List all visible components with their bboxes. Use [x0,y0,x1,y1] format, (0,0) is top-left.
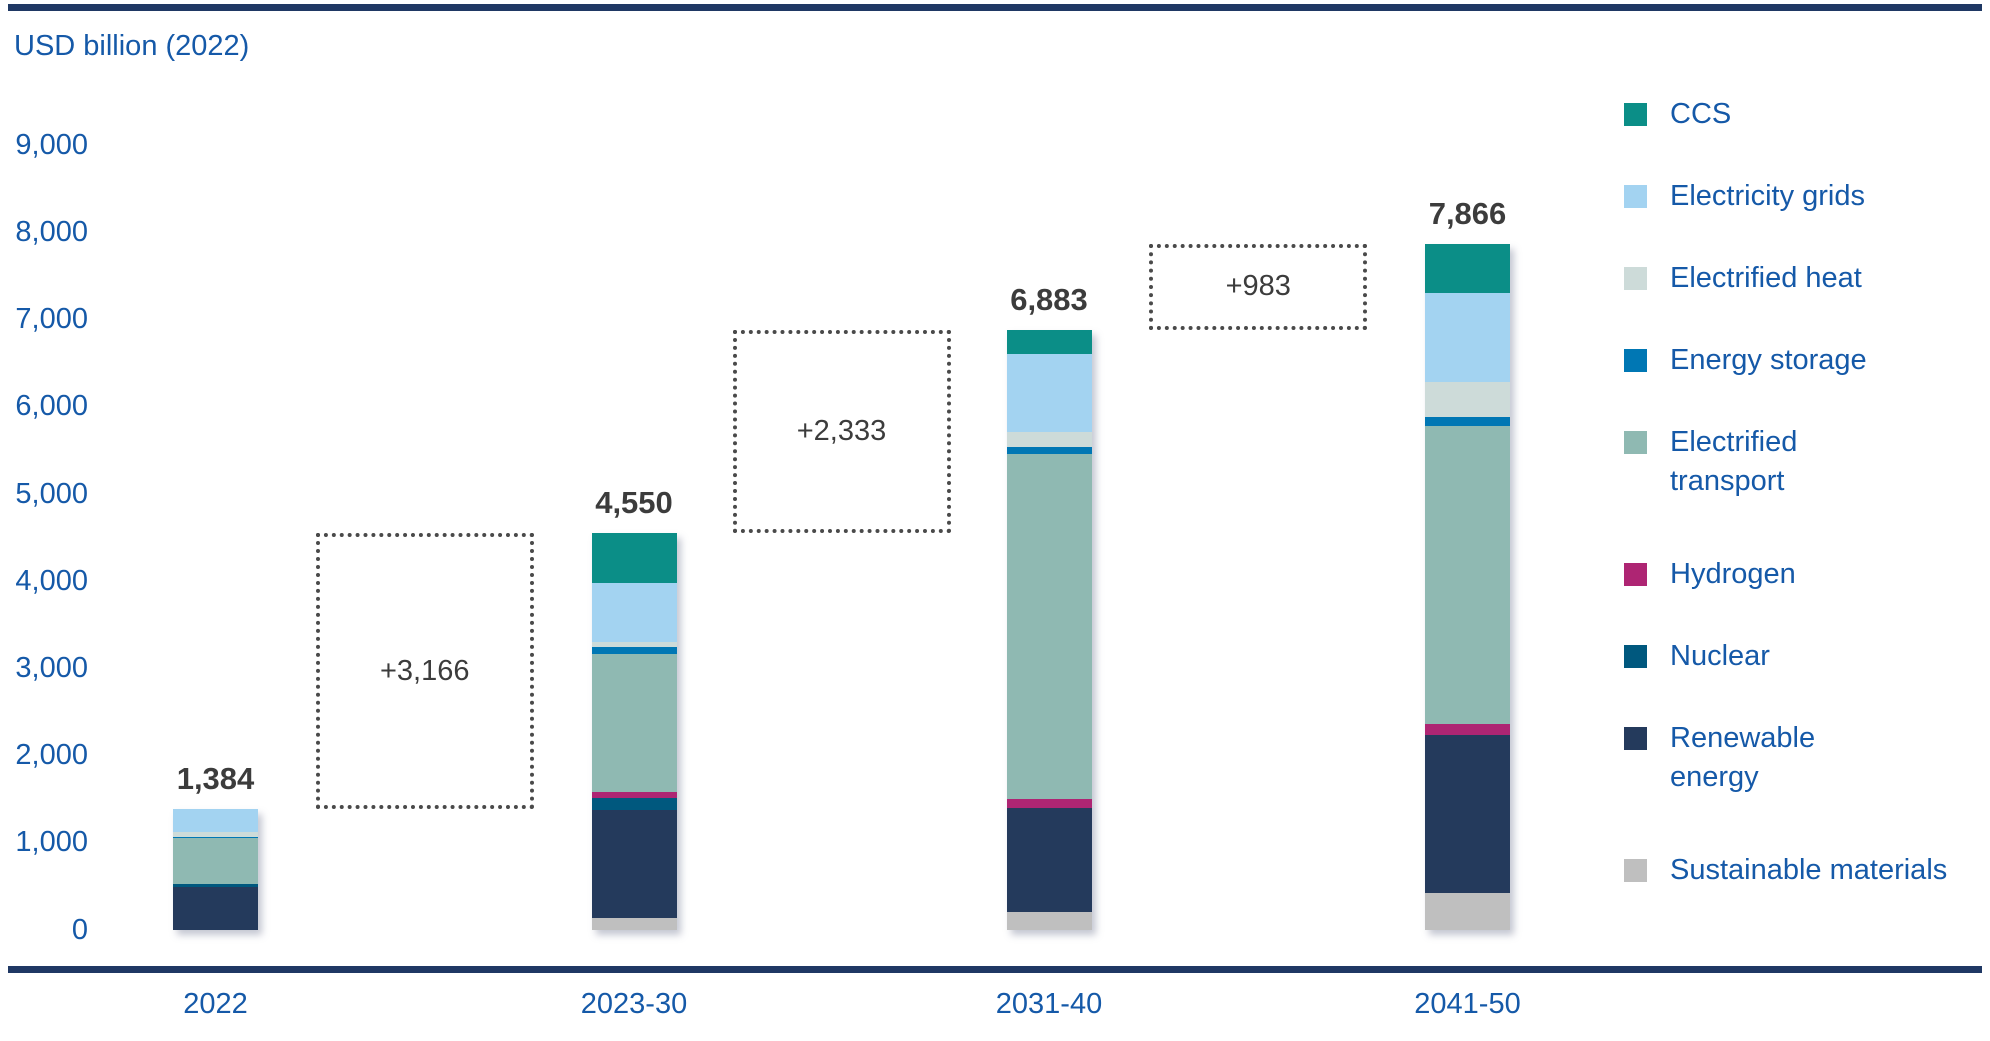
bar-segment-energy-storage [1425,416,1510,426]
increment-box: +983 [1149,244,1368,330]
x-axis-label: 2031-40 [995,988,1103,1020]
bar-segment-renewable-energy [1425,734,1510,893]
legend-label-electrified-transport: Electrified [1670,426,1798,458]
bar-segment-sustainable-materials [591,918,677,930]
legend-label-nuclear: Nuclear [1670,640,1770,672]
bar-segment-renewable-energy [173,886,258,930]
y-axis-tick-label: 9,000 [15,128,88,161]
y-axis-tick-label: 1,000 [15,826,88,859]
bar-total-label: 6,883 [1010,281,1088,317]
bar-segment-ccs [1425,244,1510,293]
bar-segment-energy-storage [173,836,258,839]
x-axis-label: 2022 [183,988,248,1020]
bar-segment-sustainable-materials [1006,912,1092,930]
legend-swatch-electrified-heat [1624,267,1647,290]
y-axis-tick-label: 7,000 [15,303,88,336]
bar-total-label: 1,384 [176,761,255,797]
x-axis-label: 2023-30 [580,988,688,1020]
bar-2041-50 [1425,244,1510,930]
bar-segment-electrified-heat [173,831,258,837]
bar-segment-energy-storage [1006,447,1092,454]
bar-total-label: 7,866 [1428,196,1507,232]
bar-total-label: 4,550 [595,485,673,521]
bar-segment-electrified-transport [1006,453,1092,800]
legend-label-renewable-energy: Renewable [1670,722,1816,754]
x-axis-label: 2041-50 [1414,988,1521,1020]
bar-2022 [173,809,258,930]
chart-title: USD billion (2022) [14,30,250,62]
y-axis-tick-label: 4,000 [15,564,88,597]
bar-segment-sustainable-materials [1425,892,1510,930]
legend-label-sustainable-materials: Sustainable materials [1670,854,1948,886]
bar-segment-nuclear [173,884,258,887]
legend-label-ccs: CCS [1670,98,1732,130]
bar-segment-electricity-grids [173,809,258,832]
bottom-rule [8,966,1982,973]
legend-label-electrified-transport: transport [1670,465,1785,497]
y-axis-tick-label: 3,000 [15,651,88,684]
y-axis-tick-label: 6,000 [15,390,88,423]
legend-label-electricity-grids: Electricity grids [1670,180,1865,212]
legend-swatch-ccs [1624,103,1647,126]
legend-label-hydrogen: Hydrogen [1670,558,1796,590]
bar-segment-electrified-heat [591,642,677,648]
increment-box: +2,333 [732,329,951,534]
bar-segment-electricity-grids [1425,292,1510,383]
bar-segment-electricity-grids [1006,354,1092,432]
y-axis-tick-label: 8,000 [15,215,88,248]
bar-2023-30 [591,533,677,930]
bar-segment-electrified-heat [1006,431,1092,448]
legend-swatch-renewable-energy [1624,727,1647,750]
increment-box: +3,166 [315,533,534,810]
legend-label-electrified-heat: Electrified heat [1670,262,1862,294]
legend-label-energy-storage: Energy storage [1670,344,1867,376]
legend-swatch-electrified-transport [1624,431,1647,454]
bar-segment-electrified-heat [1425,382,1510,417]
legend-swatch-hydrogen [1624,563,1647,586]
bar-segment-hydrogen [591,792,677,799]
bar-segment-electrified-transport [591,654,677,793]
bar-segment-renewable-energy [591,810,677,919]
y-axis-tick-label: 5,000 [15,477,88,510]
bar-segment-nuclear [591,798,677,811]
y-axis-tick-label: 0 [71,913,88,946]
bar-segment-hydrogen [1425,723,1510,735]
legend-label-renewable-energy: energy [1670,761,1759,793]
legend-swatch-nuclear [1624,645,1647,668]
bar-segment-energy-storage [591,647,677,655]
y-axis-tick-label: 2,000 [15,739,88,772]
legend-swatch-electricity-grids [1624,185,1647,208]
bar-segment-renewable-energy [1006,808,1092,913]
bar-segment-electricity-grids [591,583,677,643]
legend-swatch-sustainable-materials [1624,859,1647,882]
top-rule [8,4,1982,11]
bar-segment-ccs [1006,329,1092,355]
bar-segment-ccs [591,533,677,584]
bar-segment-electrified-transport [173,838,258,885]
bar-segment-electrified-transport [1425,425,1510,724]
bar-2031-40 [1006,329,1092,930]
bar-segment-hydrogen [1006,799,1092,809]
legend-swatch-energy-storage [1624,349,1647,372]
